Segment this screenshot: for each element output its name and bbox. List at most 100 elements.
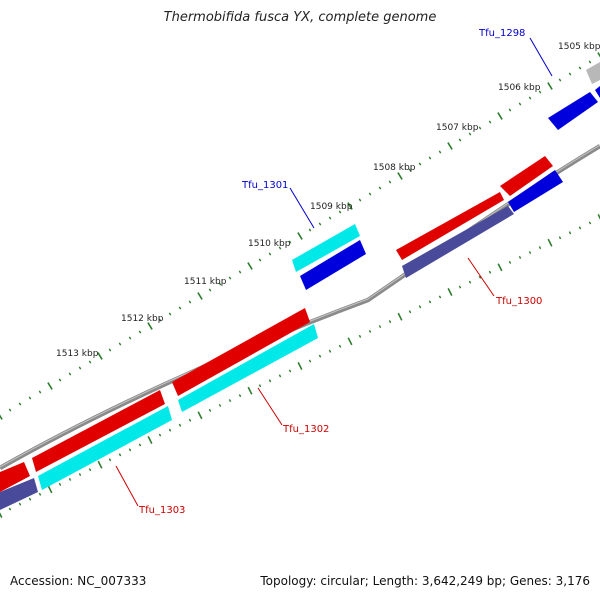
scale-label: 1507 kbp xyxy=(436,123,479,133)
gene-label-tfu-1300[interactable]: Tfu_1300 xyxy=(495,296,542,307)
gene-arrow-gray[interactable] xyxy=(586,62,600,84)
gene-labels: Tfu_1298 Tfu_1301 Tfu_1300 Tfu_1302 Tfu_… xyxy=(138,28,542,516)
gene-label-tfu-1302[interactable]: Tfu_1302 xyxy=(282,424,329,435)
major-tick xyxy=(497,263,503,272)
minor-tick xyxy=(278,374,282,378)
minor-tick xyxy=(438,295,442,299)
gene-arrow-blue-1[interactable] xyxy=(508,170,563,212)
scale-label: 1505 kbp xyxy=(558,42,600,52)
minor-tick xyxy=(158,318,162,322)
minor-tick xyxy=(8,408,12,412)
major-tick xyxy=(347,202,353,210)
minor-tick xyxy=(38,390,42,394)
major-tick xyxy=(547,82,553,90)
gene-label-tfu-1298[interactable]: Tfu_1298 xyxy=(478,28,525,39)
major-tick xyxy=(0,414,3,420)
minor-tick xyxy=(268,252,272,256)
minor-tick xyxy=(188,418,192,422)
minor-tick xyxy=(338,344,342,348)
minor-tick xyxy=(408,168,412,172)
major-tick xyxy=(47,382,53,390)
major-tick xyxy=(397,312,403,321)
major-tick xyxy=(597,214,600,220)
minor-tick xyxy=(68,477,72,481)
major-tick xyxy=(197,411,203,420)
gene-arrow-red-tfu-1300[interactable] xyxy=(396,192,504,260)
minor-tick xyxy=(28,497,32,501)
minor-tick xyxy=(288,369,292,373)
genome-stats-text: Topology: circular; Length: 3,642,249 bp… xyxy=(260,574,590,588)
minor-tick xyxy=(228,399,232,403)
minor-tick xyxy=(258,384,262,388)
gene-label-tfu-1303[interactable]: Tfu_1303 xyxy=(138,505,185,516)
minor-tick xyxy=(168,428,172,432)
minor-tick xyxy=(478,126,482,130)
minor-tick xyxy=(238,270,242,274)
minor-tick xyxy=(108,348,112,352)
minor-tick xyxy=(58,378,62,382)
minor-tick xyxy=(88,468,92,472)
minor-tick xyxy=(308,228,312,232)
map-title: Thermobifida fusca YX, complete genome xyxy=(163,10,437,25)
minor-tick xyxy=(468,132,472,136)
minor-tick xyxy=(138,443,142,447)
minor-tick xyxy=(568,72,572,76)
scale-labels: 1505 kbp 1506 kbp 1507 kbp 1508 kbp 1509… xyxy=(56,42,600,359)
major-tick xyxy=(97,460,103,469)
minor-tick xyxy=(268,379,272,383)
minor-tick xyxy=(358,198,362,202)
minor-tick xyxy=(438,150,442,154)
gene-arrow-navy-1[interactable] xyxy=(402,206,514,278)
major-tick xyxy=(447,288,453,296)
gene-arrow-blue-2[interactable] xyxy=(300,240,366,290)
minor-tick xyxy=(318,222,322,226)
minor-tick xyxy=(128,336,132,340)
minor-tick xyxy=(278,246,282,250)
gene-label-tfu-1301[interactable]: Tfu_1301 xyxy=(241,180,288,191)
gene-arrow-cyan-tfu-1301[interactable] xyxy=(292,224,360,272)
minor-tick xyxy=(368,192,372,196)
gene-arrow-red-2[interactable] xyxy=(172,308,310,396)
major-tick xyxy=(297,362,303,370)
minor-tick xyxy=(588,221,592,225)
minor-tick xyxy=(378,186,382,190)
minor-tick xyxy=(528,251,532,255)
minor-tick xyxy=(288,240,292,244)
minor-tick xyxy=(208,408,212,412)
minor-tick xyxy=(528,96,532,100)
scale-label: 1509 kbp xyxy=(310,202,353,212)
major-tick xyxy=(197,292,203,300)
minor-tick xyxy=(138,330,142,334)
minor-tick xyxy=(358,334,362,338)
minor-tick xyxy=(18,402,22,406)
gene-arrow-blue-edge[interactable] xyxy=(595,86,600,98)
major-tick xyxy=(397,172,403,180)
major-tick xyxy=(297,232,303,240)
minor-tick xyxy=(168,312,172,316)
minor-tick xyxy=(108,458,112,462)
callout-lines xyxy=(115,37,553,507)
minor-tick xyxy=(28,396,32,400)
minor-tick xyxy=(238,394,242,398)
gene-arrow-red-edge[interactable] xyxy=(0,462,30,492)
minor-tick xyxy=(378,325,382,329)
gene-arrow-cyan-tfu-1303[interactable] xyxy=(38,406,172,490)
scale-label: 1513 kbp xyxy=(56,349,99,359)
minor-tick xyxy=(158,433,162,437)
gene-arrow-cyan-tfu-1302[interactable] xyxy=(178,324,318,412)
minor-tick xyxy=(338,210,342,214)
minor-tick xyxy=(318,354,322,358)
minor-tick xyxy=(228,276,232,280)
gene-arrow-navy-edge[interactable] xyxy=(0,478,38,510)
major-tick xyxy=(247,262,253,270)
minor-tick xyxy=(428,156,432,160)
minor-tick xyxy=(118,453,122,457)
major-tick xyxy=(447,142,453,150)
gene-arrow-red-1[interactable] xyxy=(500,156,553,196)
gene-arrow-red-3[interactable] xyxy=(32,390,165,472)
scale-label: 1511 kbp xyxy=(184,277,227,287)
minor-tick xyxy=(258,258,262,262)
gene-arrow-tfu-1298[interactable] xyxy=(548,92,598,130)
minor-tick xyxy=(68,372,72,376)
